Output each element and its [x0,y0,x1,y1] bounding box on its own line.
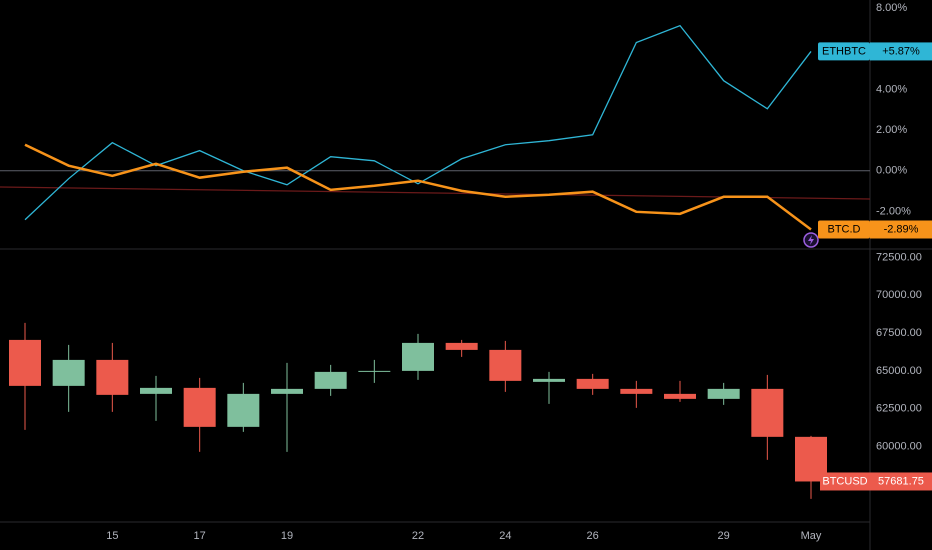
y-tick-label: -2.00% [876,205,911,217]
candle-body [402,342,434,371]
x-tick-label: 24 [499,530,511,542]
x-tick-label: May [801,530,822,542]
x-tick-label: 26 [587,530,599,542]
series-tag: BTCUSD [822,475,867,487]
series-tag-box [818,220,870,239]
y-tick-label: 0.00% [876,165,907,177]
candle-body [489,349,522,381]
value-tag: +5.87% [882,45,920,57]
value-tag-box [870,472,932,491]
candle-body [227,393,260,427]
y-tick-label: 8.00% [876,2,907,14]
series-line [24,24,812,221]
value-tag: 57681.75 [878,475,924,487]
candle-body [96,359,129,395]
candle-body [576,378,609,389]
x-tick-label: 17 [194,530,206,542]
series-tag-box [818,42,870,61]
candle-body [183,387,216,427]
series-line [24,143,812,231]
y-tick-label: 4.00% [876,83,907,95]
x-tick-label: 22 [412,530,424,542]
y-tick-label: 65000.00 [876,365,922,377]
candle-body [271,388,303,394]
value-tag-box [870,42,932,61]
x-tick-label: 15 [106,530,118,542]
candle-body [358,370,391,372]
y-tick-label: 2.00% [876,124,907,136]
value-tag: -2.89% [884,223,919,235]
y-tick-label: 72500.00 [876,251,922,263]
candle-body [751,388,784,437]
series-tag: ETHBTC [822,45,866,57]
candle-body [664,393,696,399]
value-tag-box [870,220,932,239]
alert-bolt [808,235,814,245]
candle-body [707,388,740,399]
y-tick-label: 62500.00 [876,403,922,415]
candle-body [314,371,347,389]
x-tick-label: 29 [718,530,730,542]
x-tick-label: 19 [281,530,293,542]
series-tag-box [820,472,870,491]
candle-body [445,342,478,350]
candle-body [533,378,565,382]
candle-body [52,359,85,386]
candle-body [620,388,653,394]
y-tick-label: 70000.00 [876,289,922,301]
series-tag: BTC.D [828,223,861,235]
y-tick-label: 67500.00 [876,327,922,339]
candle-body [9,339,41,386]
y-tick-label: 60000.00 [876,440,922,452]
candle-body [140,387,172,394]
